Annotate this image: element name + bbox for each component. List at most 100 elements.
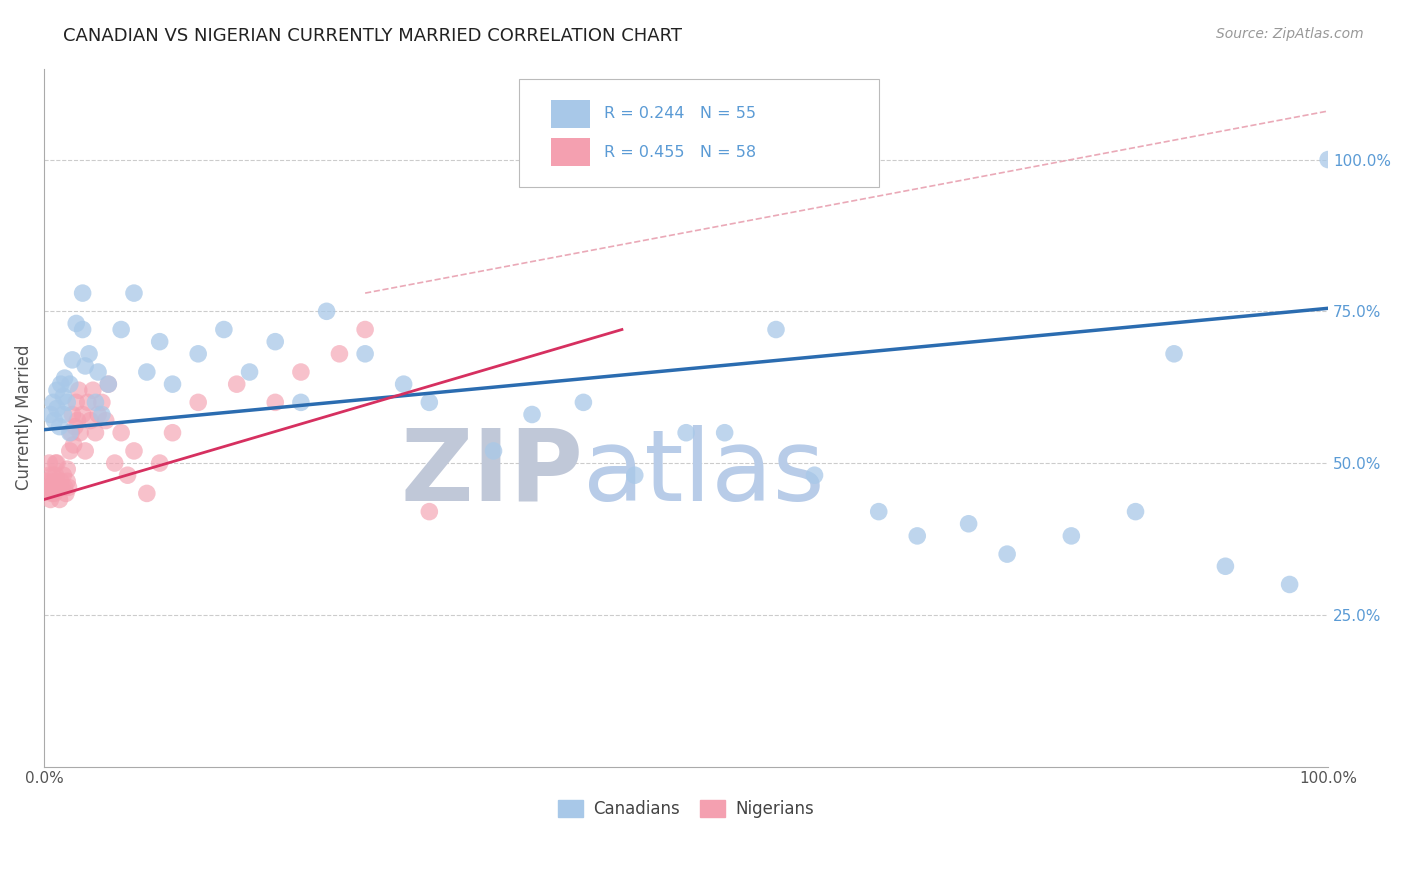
Point [53, 480, 76, 494]
Point [65, 317, 87, 331]
Point [72, 322, 94, 336]
Point [55, 486, 77, 500]
Point [67, 383, 90, 397]
Point [162, 425, 184, 440]
Point [354, 347, 377, 361]
Point [315, 304, 337, 318]
Text: ZIP: ZIP [401, 425, 583, 522]
Point [94, 413, 117, 427]
Point [46, 456, 69, 470]
FancyBboxPatch shape [551, 138, 591, 166]
Point [110, 425, 132, 440]
Point [1278, 577, 1301, 591]
Point [46, 480, 69, 494]
Point [623, 468, 645, 483]
Point [66, 413, 89, 427]
Point [48, 419, 70, 434]
Point [49, 377, 72, 392]
Text: CANADIAN VS NIGERIAN CURRENTLY MARRIED CORRELATION CHART: CANADIAN VS NIGERIAN CURRENTLY MARRIED C… [63, 27, 682, 45]
Point [290, 395, 312, 409]
Point [39, 492, 62, 507]
Point [46, 401, 69, 416]
Y-axis label: Currently Married: Currently Married [15, 345, 32, 491]
Point [104, 456, 127, 470]
Point [482, 444, 505, 458]
Point [1317, 153, 1340, 167]
Legend: Canadians, Nigerians: Canadians, Nigerians [551, 793, 821, 824]
FancyBboxPatch shape [551, 100, 591, 128]
Point [52, 389, 75, 403]
Point [51, 480, 73, 494]
Point [90, 408, 112, 422]
Point [44, 486, 66, 500]
Point [49, 475, 72, 489]
Point [803, 468, 825, 483]
Point [84, 395, 107, 409]
Point [63, 419, 86, 434]
Point [418, 395, 440, 409]
FancyBboxPatch shape [519, 79, 879, 187]
Point [90, 395, 112, 409]
Point [905, 529, 928, 543]
Point [79, 413, 101, 427]
Point [162, 377, 184, 392]
Point [41, 486, 63, 500]
Point [46, 475, 69, 489]
Point [39, 480, 62, 494]
Point [75, 359, 97, 373]
Point [53, 371, 76, 385]
Point [72, 408, 94, 422]
Point [37, 480, 59, 494]
Point [868, 505, 890, 519]
Point [60, 352, 83, 367]
Point [418, 505, 440, 519]
Point [46, 383, 69, 397]
Point [117, 468, 139, 483]
Point [59, 377, 82, 392]
Point [48, 492, 70, 507]
Point [44, 475, 66, 489]
Point [39, 408, 62, 422]
Point [42, 468, 65, 483]
Point [135, 486, 157, 500]
Point [328, 347, 350, 361]
Point [42, 395, 65, 409]
Point [62, 438, 84, 452]
Point [1125, 505, 1147, 519]
Point [87, 408, 110, 422]
Point [60, 425, 83, 440]
Point [38, 468, 60, 483]
Point [65, 395, 87, 409]
Point [60, 408, 83, 422]
Point [212, 322, 235, 336]
Point [59, 444, 82, 458]
Point [56, 462, 79, 476]
Point [135, 365, 157, 379]
Point [765, 322, 787, 336]
Point [187, 395, 209, 409]
Point [957, 516, 980, 531]
Point [87, 365, 110, 379]
Point [69, 425, 91, 440]
Point [72, 286, 94, 301]
Point [1215, 559, 1237, 574]
Point [572, 395, 595, 409]
Point [264, 334, 287, 349]
Text: R = 0.455   N = 58: R = 0.455 N = 58 [605, 145, 756, 160]
Point [1163, 347, 1185, 361]
Point [75, 444, 97, 458]
Point [56, 475, 79, 489]
Point [52, 468, 75, 483]
Point [675, 425, 697, 440]
Point [225, 377, 247, 392]
Point [35, 475, 58, 489]
Point [45, 468, 67, 483]
Point [56, 395, 79, 409]
Point [84, 425, 107, 440]
Point [149, 456, 172, 470]
Point [44, 413, 66, 427]
Point [187, 347, 209, 361]
Point [354, 322, 377, 336]
Point [59, 425, 82, 440]
Point [97, 377, 120, 392]
